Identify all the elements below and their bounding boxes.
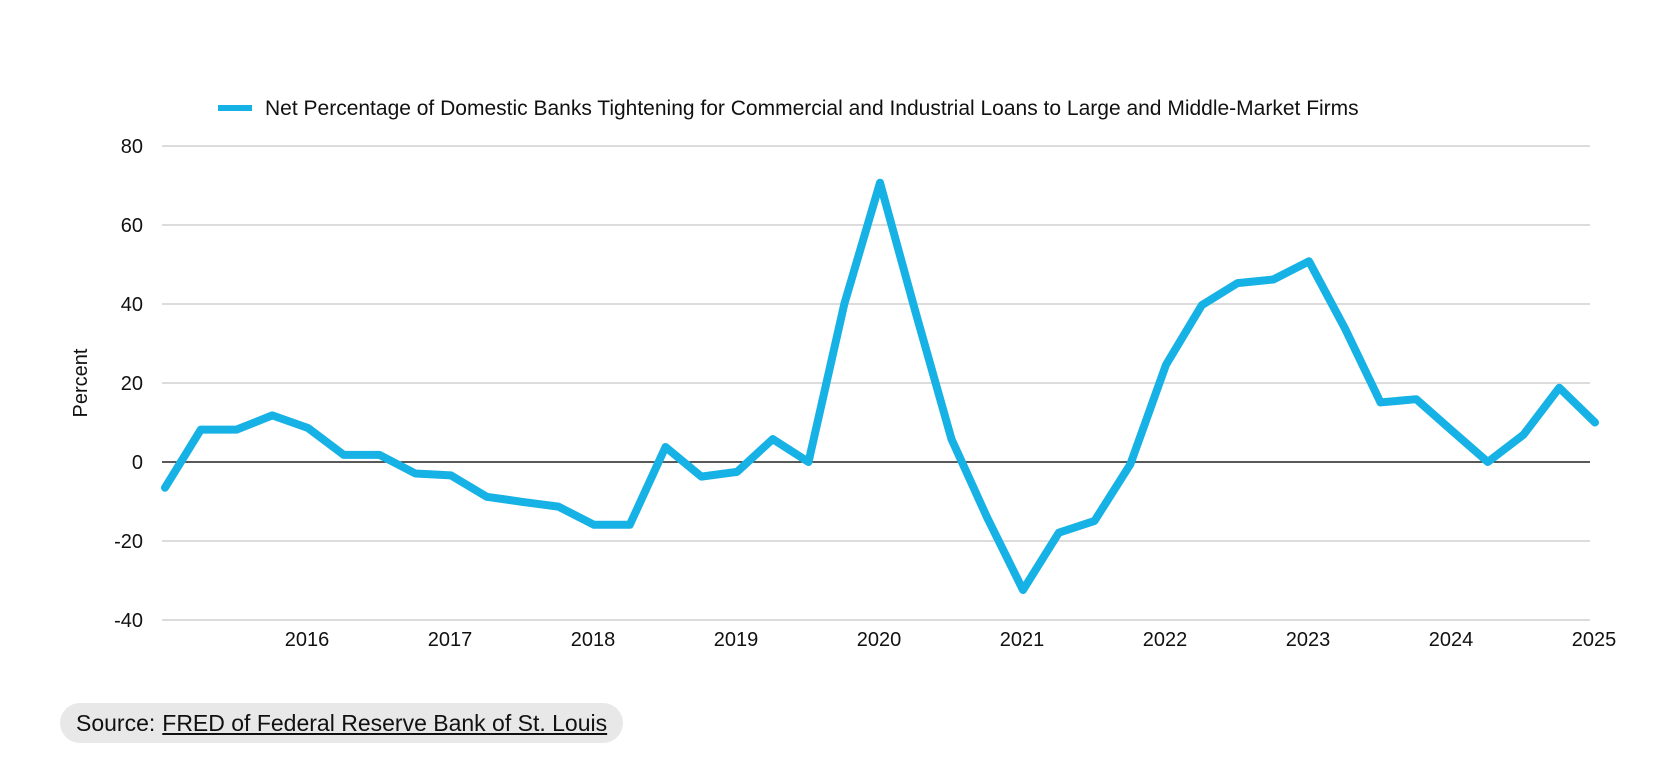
- x-tick-label: 2018: [571, 629, 616, 651]
- x-tick-label: 2016: [285, 629, 330, 651]
- x-tick-label: 2023: [1286, 629, 1331, 651]
- source-prefix: Source:: [76, 709, 156, 736]
- x-tick-label: 2019: [714, 629, 759, 651]
- y-axis-title: Percent: [70, 348, 92, 417]
- x-tick-label: 2024: [1429, 629, 1474, 651]
- y-tick-label: 80: [121, 136, 143, 158]
- x-tick-label: 2022: [1143, 629, 1188, 651]
- y-tick-label: 0: [132, 452, 143, 474]
- line-chart: 80 60 40 20 0 -20 -40 2016 2017 2018 2019 2020 2021 2…: [70, 97, 1617, 651]
- y-tick-label: -40: [114, 610, 143, 632]
- legend-label: Net Percentage of Domestic Banks Tighten…: [265, 97, 1359, 120]
- source-link[interactable]: FRED of Federal Reserve Bank of St. Loui…: [162, 709, 608, 736]
- y-tick-label: -20: [114, 531, 143, 553]
- x-tick-label: 2025: [1572, 629, 1617, 651]
- source-badge: Source: FRED of Federal Reserve Bank of …: [60, 703, 624, 743]
- y-tick-label: 20: [121, 373, 143, 395]
- y-tick-label: 60: [121, 215, 143, 237]
- y-tick-label: 40: [121, 294, 143, 316]
- x-tick-label: 2021: [1000, 629, 1045, 651]
- series-line: [161, 178, 1599, 594]
- x-tick-label: 2020: [857, 629, 902, 651]
- x-tick-label: 2017: [428, 629, 473, 651]
